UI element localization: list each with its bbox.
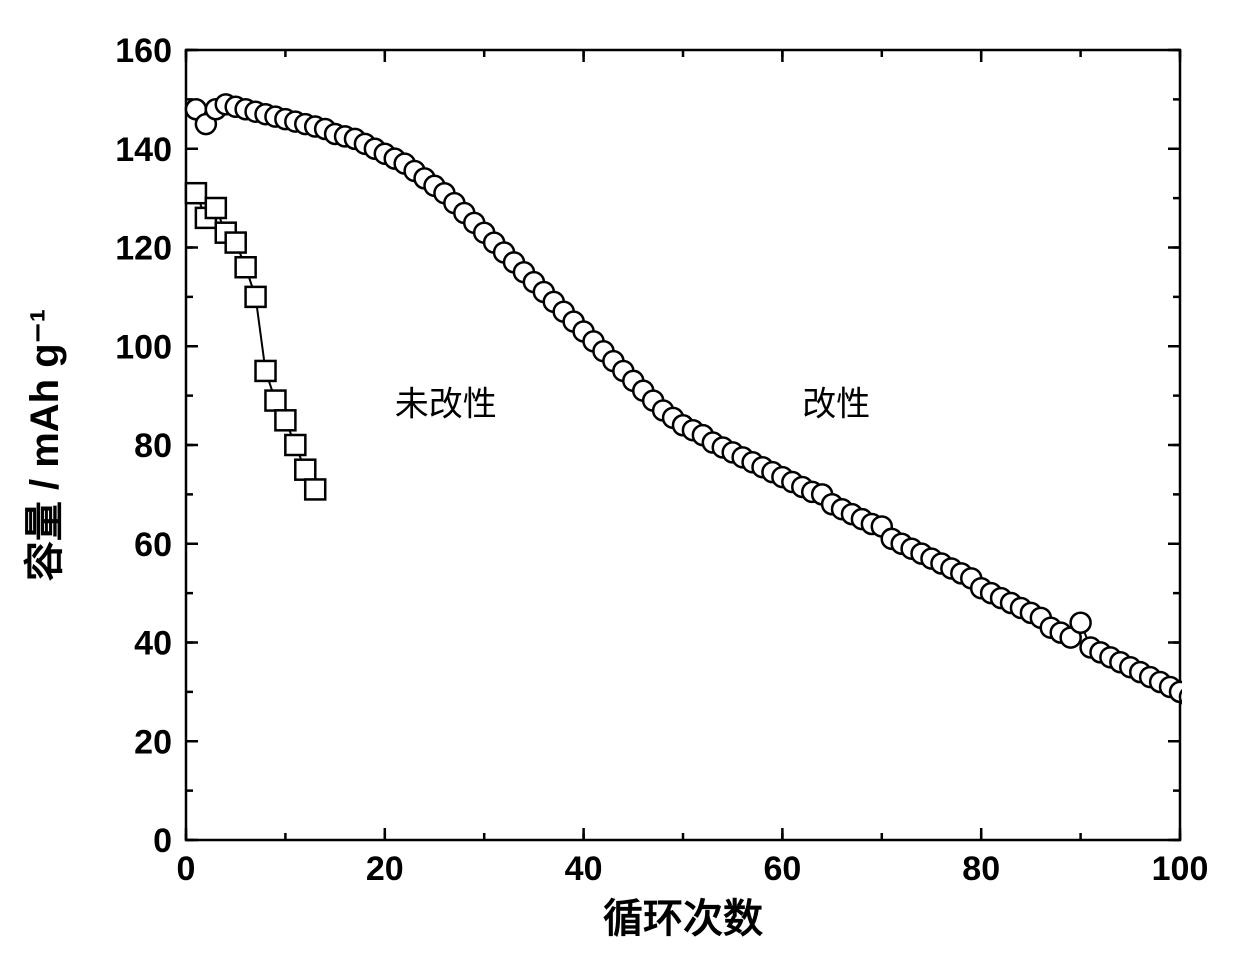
y-tick-label: 20 [134,723,172,761]
series-unmodified-point [206,198,226,218]
y-tick-label: 60 [134,526,172,564]
x-tick-label: 40 [565,850,603,888]
series-unmodified-point [285,435,305,455]
y-tick-label: 160 [115,32,172,70]
y-tick-label: 140 [115,131,172,169]
capacity-cycle-chart: 0 20 40 60 80 100 0 20 40 60 80 100 120 140 160 循环次数 容量 … [0,0,1240,957]
series-unmodified-point [305,479,325,499]
x-tick-label: 100 [1152,850,1209,888]
series-unmodified-point [275,410,295,430]
series-modified-annotation: 改性 [802,385,870,423]
y-tick-label: 120 [115,230,172,268]
y-tick-label: 40 [134,625,172,663]
y-tick-label: 100 [115,328,172,366]
x-tick-label: 80 [962,850,1000,888]
x-axis-title: 循环次数 [603,897,763,941]
x-tick-label: 0 [177,850,196,888]
series-unmodified-point [256,361,276,381]
series-modified-point [1071,613,1091,633]
series-unmodified-point [246,287,266,307]
y-axis-title: 容量 / mAh g⁻¹ [23,309,67,581]
series-unmodified-point [226,233,246,253]
series-unmodified-point [186,183,206,203]
series-unmodified-point [265,391,285,411]
y-tick-label: 0 [153,822,172,860]
x-tick-label: 20 [366,850,404,888]
y-tick-label: 80 [134,427,172,465]
series-unmodified-point [236,257,256,277]
series-unmodified-point [295,460,315,480]
series-unmodified-annotation: 未改性 [395,385,497,423]
x-tick-label: 60 [763,850,801,888]
